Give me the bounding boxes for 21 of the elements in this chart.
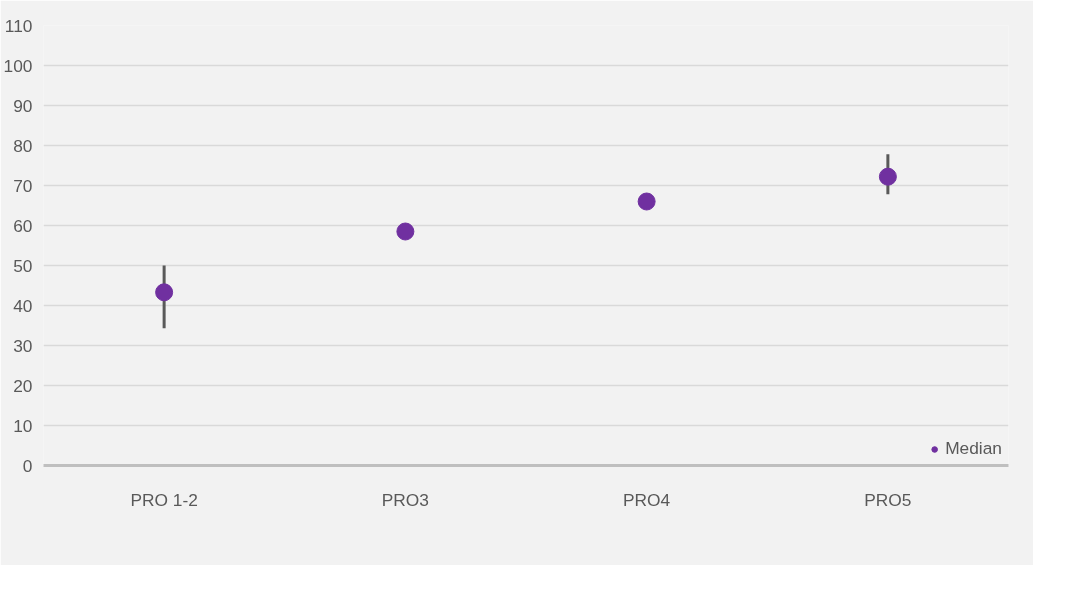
x-tick-label: PRO3 [381, 489, 429, 510]
y-tick-label: 80 [13, 135, 33, 156]
y-tick-label: 30 [13, 335, 33, 356]
point [155, 283, 174, 302]
y-tick-label: 90 [13, 95, 33, 116]
point [878, 167, 897, 186]
point [396, 222, 415, 241]
y-tick-label: 60 [13, 215, 33, 236]
y-tick-label: 20 [13, 375, 33, 396]
y-tick-label: 0 [22, 455, 33, 476]
x-tick-label: PRO5 [864, 489, 912, 510]
point [637, 192, 656, 211]
y-tick-label: 40 [13, 295, 33, 316]
x-tick-label: PRO4 [623, 489, 671, 510]
y-tick-label: 10 [13, 415, 33, 436]
y-tick-label: 110 [4, 15, 33, 36]
y-tick-label: 50 [13, 255, 33, 276]
x-tick-label: PRO 1-2 [130, 489, 198, 510]
y-tick-label: 70 [13, 175, 33, 196]
y-tick-label: 100 [3, 55, 33, 76]
legend-label: Median [945, 438, 1002, 459]
